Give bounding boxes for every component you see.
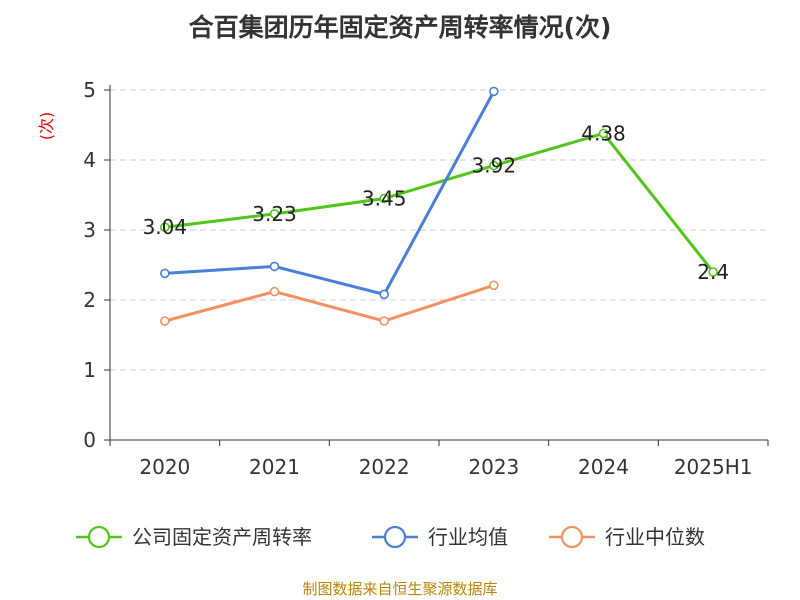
data-point bbox=[489, 160, 499, 171]
data-label: 3.92 bbox=[472, 154, 517, 178]
data-point bbox=[489, 280, 499, 291]
data-point bbox=[379, 193, 389, 204]
x-tick-label: 2020 bbox=[139, 455, 190, 479]
y-tick-label: 0 bbox=[83, 428, 96, 452]
data-point bbox=[708, 267, 718, 277]
data-label: 3.23 bbox=[252, 202, 297, 226]
source-note: 制图数据来自恒生聚源数据库 bbox=[302, 580, 498, 598]
data-point bbox=[160, 268, 170, 279]
chart-title: 合百集团历年固定资产周转率情况(次) bbox=[188, 13, 612, 42]
data-point bbox=[598, 128, 609, 139]
data-point bbox=[489, 86, 499, 97]
y-tick-label: 5 bbox=[83, 78, 96, 102]
series-line bbox=[164, 283, 495, 323]
y-tick-label: 3 bbox=[83, 218, 96, 242]
legend-marker bbox=[560, 525, 584, 549]
legend-label: 行业中位数 bbox=[605, 525, 705, 549]
x-tick-label: 2022 bbox=[359, 455, 410, 479]
y-axis-label: (次) bbox=[37, 112, 56, 141]
data-label: 3.45 bbox=[362, 187, 407, 211]
x-tick-label: 2025H1 bbox=[674, 455, 753, 479]
data-point bbox=[160, 222, 170, 232]
legend-marker bbox=[87, 525, 111, 549]
data-label: 2.4 bbox=[697, 260, 729, 284]
x-tick-label: 2024 bbox=[578, 455, 629, 479]
data-point bbox=[379, 289, 389, 300]
data-point bbox=[269, 286, 280, 297]
data-label: 3.04 bbox=[143, 215, 188, 239]
data-point bbox=[379, 316, 389, 326]
legend-marker bbox=[383, 525, 407, 549]
x-tick-label: 2023 bbox=[468, 455, 519, 479]
x-tick-label: 2021 bbox=[249, 455, 300, 479]
data-point bbox=[269, 261, 280, 272]
y-tick-label: 4 bbox=[83, 148, 96, 172]
series-line bbox=[164, 131, 715, 273]
data-point bbox=[160, 316, 170, 326]
legend-label: 行业均值 bbox=[428, 525, 508, 549]
y-tick-label: 2 bbox=[83, 288, 96, 312]
legend-label: 公司固定资产周转率 bbox=[132, 525, 312, 549]
y-tick-label: 1 bbox=[83, 358, 96, 382]
data-point bbox=[269, 209, 280, 219]
data-label: 4.38 bbox=[581, 121, 626, 145]
series-line bbox=[164, 90, 496, 296]
